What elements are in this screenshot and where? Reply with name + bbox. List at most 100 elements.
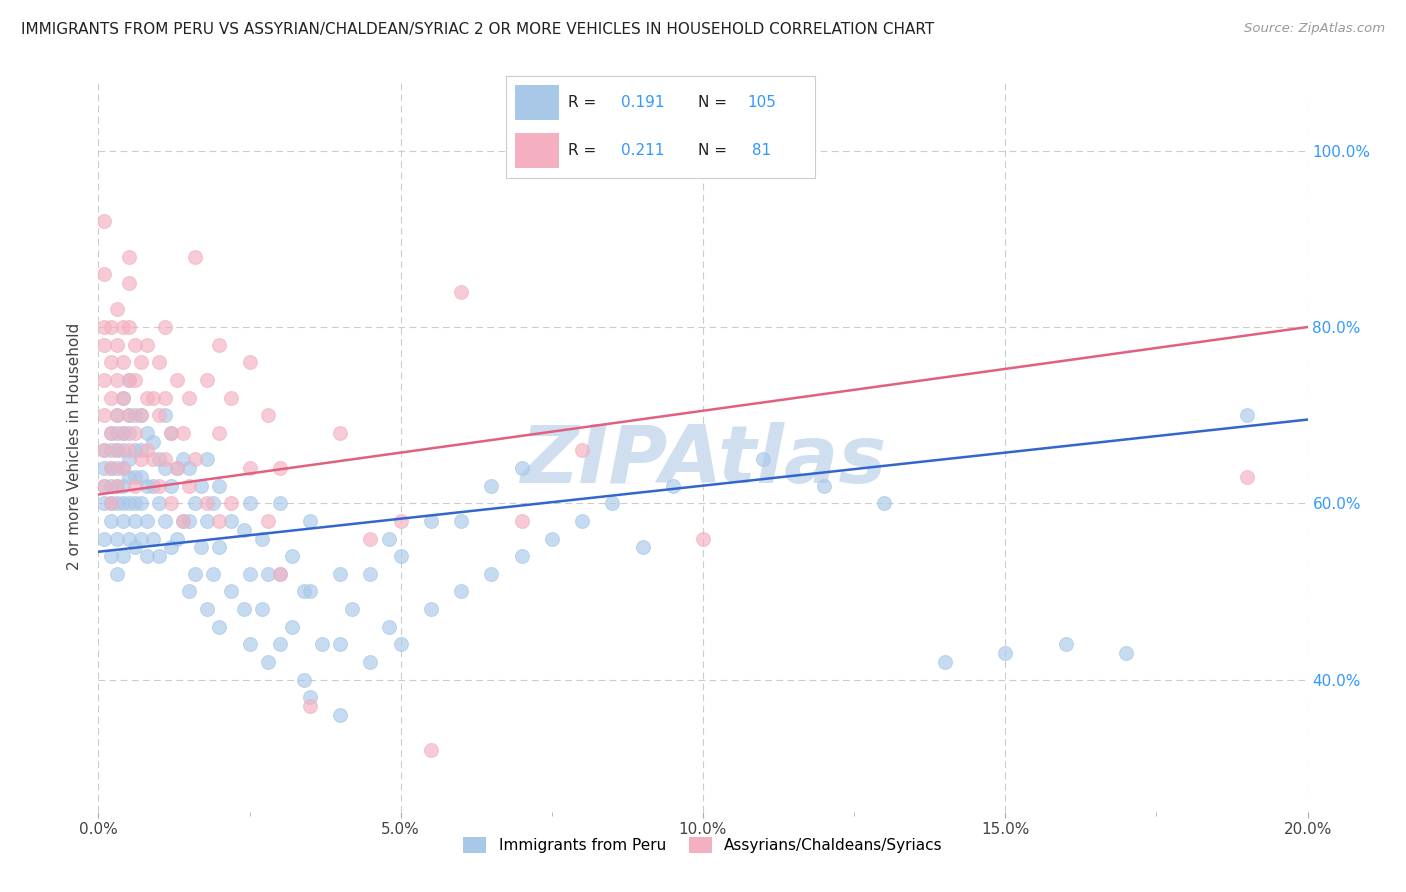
Point [142, 478, 165, 492]
Point [105, 443, 128, 458]
Point [93, 443, 115, 458]
Point [269, 566, 291, 581]
Point [105, 425, 128, 440]
Point [118, 373, 141, 387]
Point [450, 584, 472, 599]
Point [105, 496, 128, 510]
Point [93, 478, 115, 492]
FancyBboxPatch shape [516, 85, 558, 120]
Point [232, 523, 254, 537]
Point [153, 408, 176, 422]
Point [111, 425, 134, 440]
Point [105, 302, 128, 317]
Point [124, 373, 146, 387]
Point [269, 496, 291, 510]
Point [813, 478, 835, 492]
Point [118, 408, 141, 422]
FancyBboxPatch shape [516, 133, 558, 168]
Point [135, 549, 157, 563]
Point [172, 514, 194, 528]
Point [148, 478, 170, 492]
Point [129, 443, 152, 458]
Point [934, 655, 956, 669]
Point [631, 541, 654, 555]
Point [124, 408, 146, 422]
Point [105, 478, 128, 492]
Point [571, 514, 593, 528]
Point [1054, 637, 1077, 651]
Point [118, 443, 141, 458]
Point [232, 602, 254, 616]
Point [299, 690, 322, 705]
Point [723, 144, 745, 158]
Point [148, 355, 170, 369]
Point [540, 532, 562, 546]
Point [172, 425, 194, 440]
Point [239, 637, 262, 651]
Point [153, 461, 176, 475]
Point [208, 337, 231, 351]
Point [129, 470, 152, 484]
Point [100, 496, 122, 510]
Point [100, 549, 122, 563]
Point [118, 452, 141, 467]
Point [281, 620, 304, 634]
Y-axis label: 2 or more Vehicles in Household: 2 or more Vehicles in Household [67, 322, 83, 570]
Point [195, 373, 218, 387]
Point [481, 566, 503, 581]
Text: ZIPAtlas: ZIPAtlas [520, 422, 886, 500]
Point [994, 646, 1017, 660]
Point [100, 496, 122, 510]
Point [208, 514, 231, 528]
Point [360, 532, 382, 546]
Point [93, 478, 115, 492]
Point [111, 425, 134, 440]
Point [135, 514, 157, 528]
Point [202, 566, 225, 581]
Point [420, 514, 443, 528]
Point [124, 425, 146, 440]
Point [135, 478, 157, 492]
Point [269, 461, 291, 475]
Point [239, 496, 262, 510]
Point [250, 602, 273, 616]
Point [239, 461, 262, 475]
Point [153, 514, 176, 528]
Point [160, 425, 183, 440]
Point [208, 541, 231, 555]
Point [111, 443, 134, 458]
Point [105, 337, 128, 351]
Point [118, 425, 141, 440]
Point [118, 320, 141, 334]
Point [420, 602, 443, 616]
Point [135, 443, 157, 458]
Point [179, 478, 201, 492]
Point [100, 355, 122, 369]
Point [124, 514, 146, 528]
Point [105, 461, 128, 475]
Point [100, 320, 122, 334]
Point [239, 566, 262, 581]
Point [100, 443, 122, 458]
Point [135, 391, 157, 405]
Point [118, 496, 141, 510]
Point [118, 276, 141, 290]
Point [389, 514, 412, 528]
Point [329, 566, 352, 581]
Point [360, 655, 382, 669]
Point [135, 337, 157, 351]
Point [208, 620, 231, 634]
Point [172, 452, 194, 467]
Text: N =: N = [697, 144, 731, 158]
Point [179, 584, 201, 599]
Point [160, 425, 183, 440]
Point [100, 425, 122, 440]
Point [129, 355, 152, 369]
Point [129, 408, 152, 422]
Point [100, 478, 122, 492]
Text: 105: 105 [748, 95, 776, 110]
Point [105, 373, 128, 387]
Point [111, 320, 134, 334]
Point [124, 541, 146, 555]
Point [208, 478, 231, 492]
